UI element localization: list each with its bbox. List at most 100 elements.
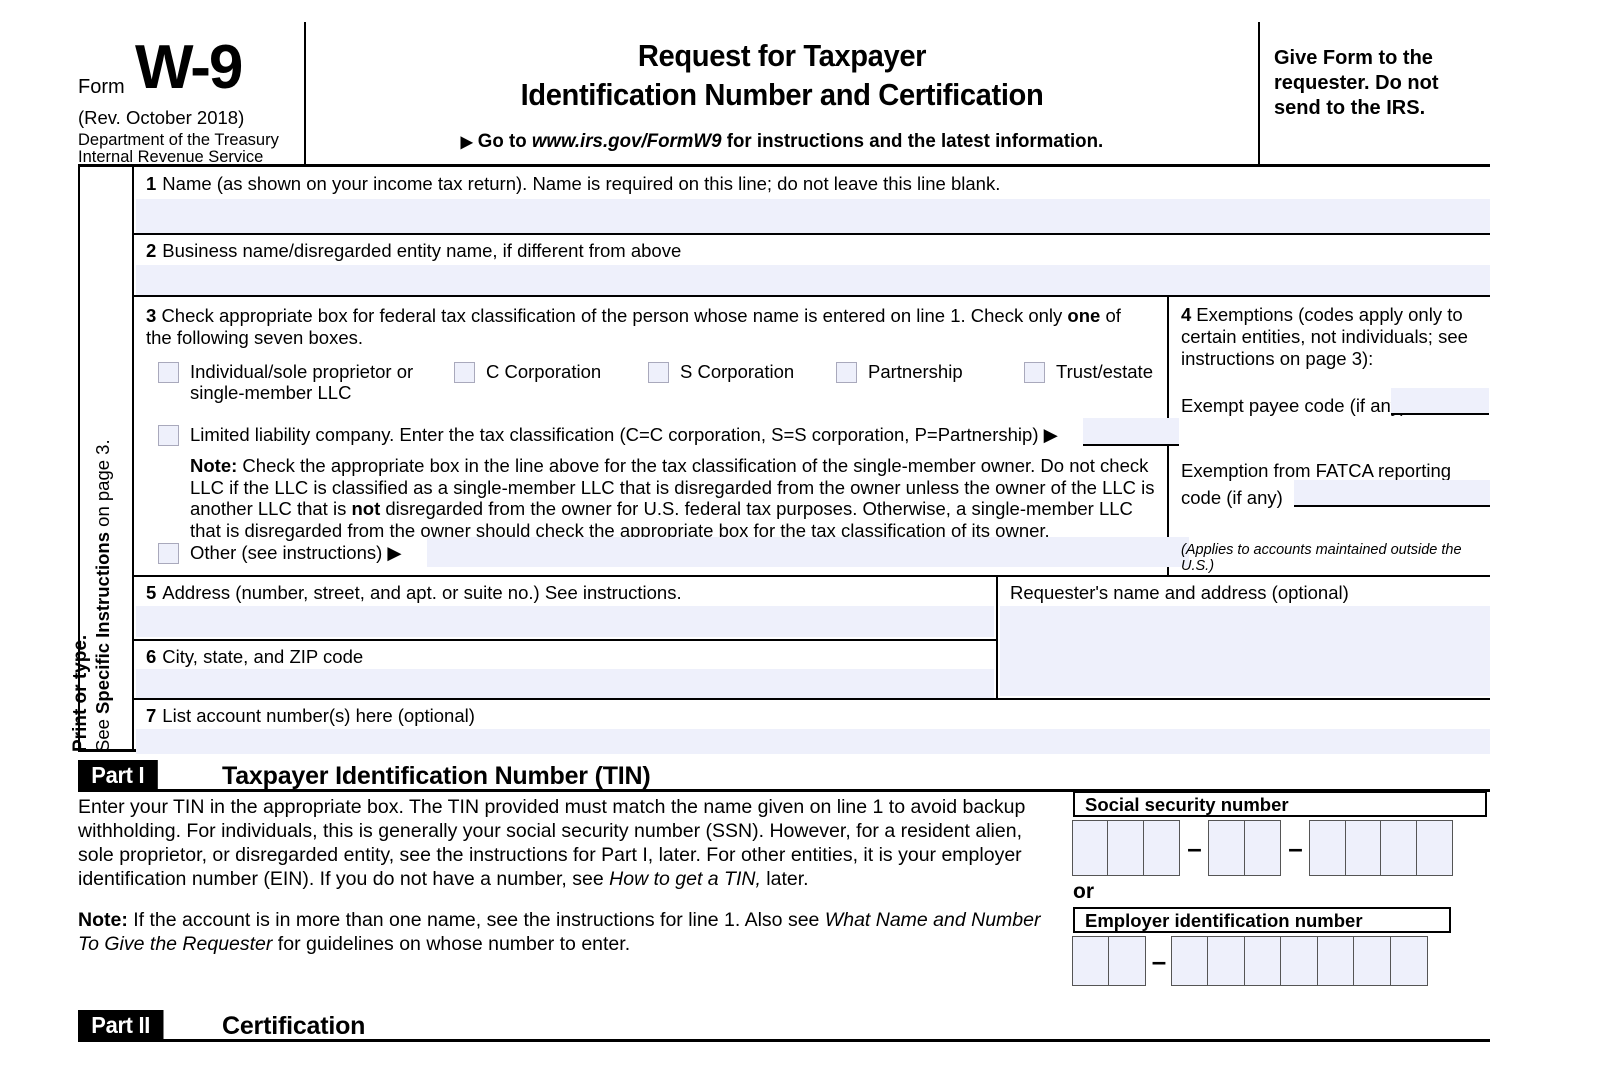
line-7-label-text: List account number(s) here (optional) — [162, 705, 475, 726]
digit-cell[interactable] — [1208, 820, 1245, 876]
requester-address-input[interactable] — [1000, 606, 1490, 696]
line-7-number: 7 — [146, 705, 157, 726]
address-column: 5 Address (number, street, and apt. or su… — [134, 577, 998, 698]
digit-cell[interactable] — [1170, 936, 1209, 986]
sidebar-page-ref: on page 3. — [92, 439, 113, 532]
line-2-business-name-row: 2 Business name/disregarded entity name, … — [134, 233, 1490, 297]
checkbox-icon-trust-estate[interactable] — [1024, 362, 1045, 383]
digit-cell[interactable] — [1243, 820, 1281, 876]
part-2-title: Certification — [222, 1012, 366, 1040]
digit-cell[interactable] — [1280, 936, 1318, 986]
line-3-label: 3 Check appropriate box for federal tax … — [134, 297, 1167, 349]
goto-prefix: Go to — [477, 130, 527, 152]
checkbox-label-s-corporation: S Corporation — [680, 361, 795, 382]
dash-separator: – — [1151, 946, 1167, 976]
checkbox-icon-other[interactable] — [158, 543, 179, 564]
issuing-agency: Department of the Treasury Internal Reve… — [78, 132, 279, 166]
employer-identification-number-input[interactable]: – — [1071, 936, 1487, 986]
part-1-tag: Part I — [78, 760, 158, 790]
digit-cell[interactable] — [1353, 936, 1391, 986]
form-word-label: Form — [78, 76, 125, 98]
line-2-label-text: Business name/disregarded entity name, i… — [162, 240, 682, 261]
checkbox-c-corporation[interactable]: C Corporation — [454, 361, 601, 383]
part-1-note-italic: What Name and Number To Give the Request… — [78, 909, 1041, 955]
goto-instructions-line: ▶ Go to www.irs.gov/FormW9 for instructi… — [325, 130, 1239, 153]
sidebar-print-or-type: Print or type. — [70, 634, 91, 752]
line-6-label-text: City, state, and ZIP code — [162, 646, 364, 667]
part-2-tag: Part II — [78, 1010, 164, 1040]
line-1-label-text: Name (as shown on your income tax return… — [162, 173, 1001, 194]
line-2-business-name-input[interactable] — [136, 265, 1490, 297]
line-2-label: 2 Business name/disregarded entity name, … — [134, 235, 1490, 262]
checkbox-label-individual-line1: Individual/sole proprietor or — [190, 361, 414, 382]
line-2-number: 2 — [146, 240, 157, 261]
checkbox-trust-estate[interactable]: Trust/estate — [1024, 361, 1153, 383]
digit-cell[interactable] — [1142, 820, 1180, 876]
sidebar-specific-instructions: See Specific Instructions on page 3. — [92, 439, 114, 752]
llc-note-part2: disregarded from the owner for U.S. fede… — [190, 498, 1133, 541]
other-label: Other (see instructions) ▶ — [190, 542, 402, 563]
digit-cell[interactable] — [1071, 820, 1109, 876]
checkbox-icon-s-corporation[interactable] — [648, 362, 669, 383]
digit-group — [1170, 936, 1428, 986]
social-security-number-input[interactable]: – – — [1071, 820, 1487, 876]
digit-group — [1071, 820, 1180, 876]
part-1-note-label: Note: — [78, 909, 128, 931]
llc-tax-classification-input[interactable] — [1083, 418, 1179, 446]
part-1-title: Taxpayer Identification Number (TIN) — [222, 762, 651, 790]
digit-cell[interactable] — [1380, 820, 1417, 876]
checkbox-limited-liability-company[interactable]: Limited liability company. Enter the tax… — [158, 418, 1179, 446]
part-2-header: Part II Certification — [78, 1010, 1490, 1042]
exempt-payee-code-input[interactable] — [1391, 388, 1489, 415]
digit-cell[interactable] — [1243, 936, 1282, 986]
line-1-name-input[interactable] — [136, 199, 1490, 233]
digit-group — [1208, 820, 1281, 876]
checkbox-icon-c-corporation[interactable] — [454, 362, 475, 383]
checkbox-other-classification[interactable]: Other (see instructions) ▶ — [158, 537, 1189, 567]
line-1-name-row: 1 Name (as shown on your income tax retur… — [134, 167, 1490, 233]
digit-cell[interactable] — [1107, 820, 1144, 876]
header-form-identity: Form W-9 (Rev. October 2018) Department … — [78, 22, 306, 166]
line-6-city-state-zip-input[interactable] — [136, 669, 994, 698]
digit-cell[interactable] — [1071, 936, 1110, 986]
llc-note-label: Note: — [190, 455, 238, 476]
dash-separator: – — [1288, 833, 1303, 863]
llc-right-triangle-icon: ▶ — [1043, 424, 1058, 445]
llc-note-part1: Check the appropriate box in the line ab… — [190, 455, 1155, 519]
checkbox-partnership[interactable]: Partnership — [836, 361, 963, 383]
tax-classification-checkbox-row: Individual/sole proprietor or single-memb… — [158, 361, 1163, 409]
requester-label: Requester's name and address (optional) — [1010, 582, 1349, 603]
line-5-address-input[interactable] — [136, 606, 994, 637]
checkbox-icon-partnership[interactable] — [836, 362, 857, 383]
checkbox-s-corporation[interactable]: S Corporation — [648, 361, 794, 383]
part-1-header: Part I Taxpayer Identification Number (T… — [78, 760, 1490, 792]
line-6-city-state-zip-row: 6 City, state, and ZIP code — [134, 639, 996, 698]
digit-cell[interactable] — [1316, 936, 1355, 986]
fatca-reporting-code-input[interactable] — [1294, 480, 1490, 507]
other-right-triangle-icon: ▶ — [387, 542, 402, 563]
address-and-requester-row: 5 Address (number, street, and apt. or su… — [134, 575, 1490, 698]
agency-line-1: Department of the Treasury — [78, 131, 279, 149]
form-title-line-2: Identification Number and Certification — [520, 77, 1044, 112]
checkbox-icon-llc[interactable] — [158, 425, 179, 446]
digit-cell[interactable] — [1309, 820, 1346, 876]
other-classification-input[interactable] — [427, 537, 1189, 567]
line-5-number: 5 — [146, 582, 157, 603]
checkbox-label-c-corporation: C Corporation — [486, 361, 602, 382]
checkbox-icon-individual[interactable] — [158, 362, 179, 383]
digit-cell[interactable] — [1207, 936, 1245, 986]
digit-cell[interactable] — [1389, 936, 1428, 986]
line-7-account-numbers-input[interactable] — [136, 729, 1490, 754]
part-1-instructions: Enter your TIN in the appropriate box. T… — [78, 795, 1046, 956]
checkbox-individual-sole-proprietor[interactable]: Individual/sole proprietor or single-memb… — [158, 361, 413, 403]
header-title-block: Request for Taxpayer Identification Numb… — [306, 22, 1258, 164]
part-1-note-a: If the account is in more than one name,… — [127, 909, 825, 931]
form-title-line-1: Request for Taxpayer — [637, 38, 927, 73]
digit-cell[interactable] — [1415, 820, 1453, 876]
form-header: Form W-9 (Rev. October 2018) Department … — [78, 22, 1490, 167]
line-1-number: 1 — [146, 173, 157, 194]
digit-cell[interactable] — [1344, 820, 1382, 876]
irs-url-link[interactable]: www.irs.gov/FormW9 — [531, 130, 722, 152]
digit-cell[interactable] — [1108, 936, 1146, 986]
